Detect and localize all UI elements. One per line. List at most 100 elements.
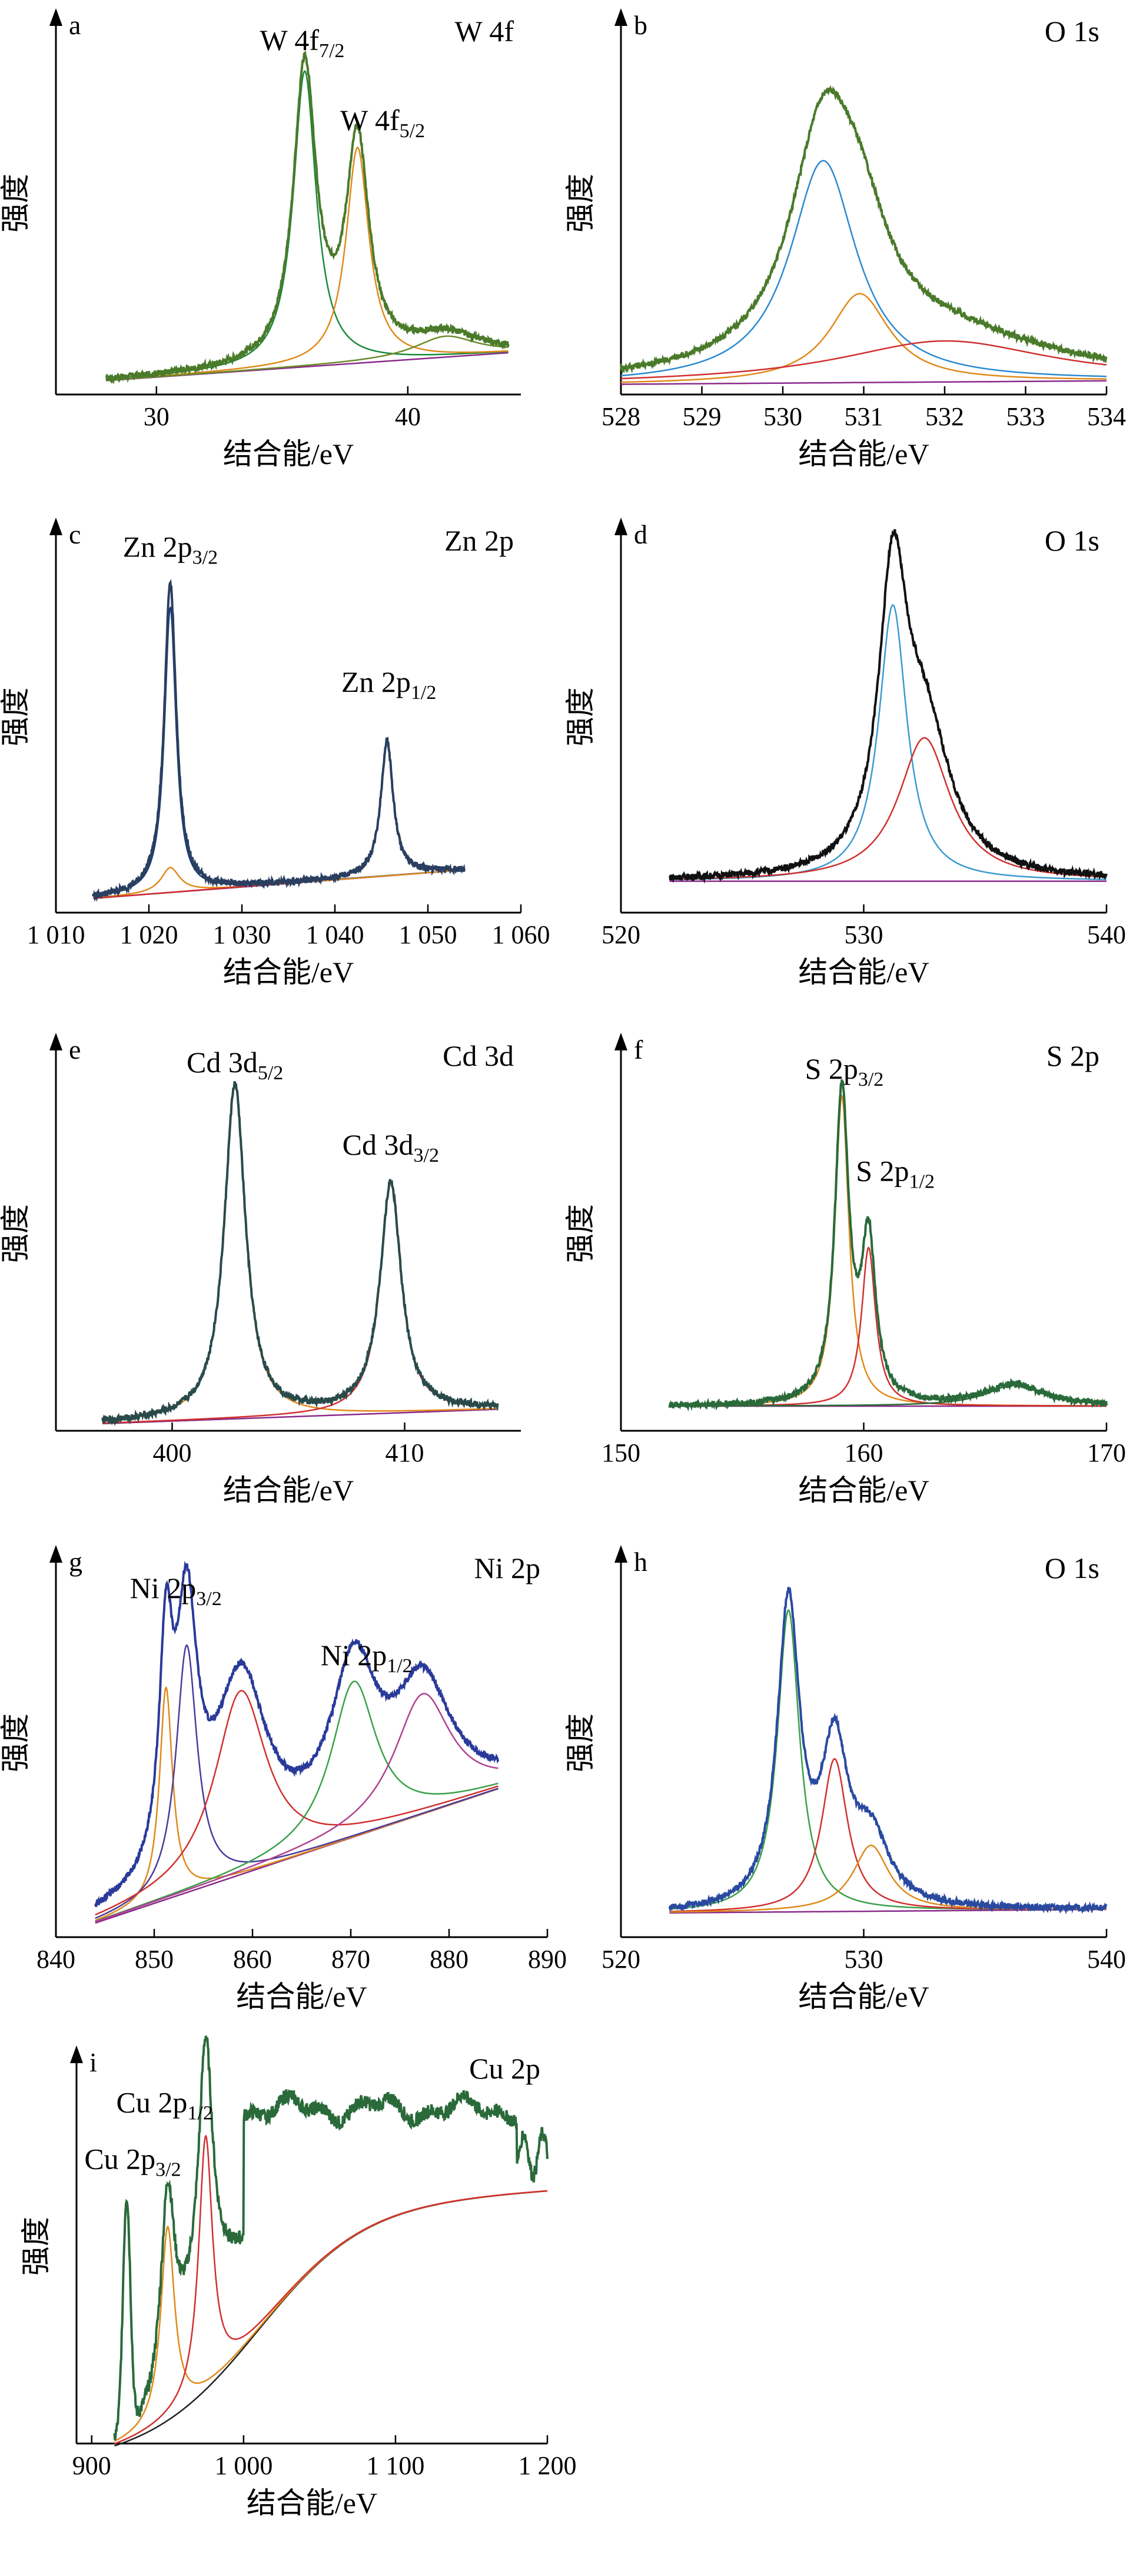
- x-tick-label: 1 020: [120, 920, 178, 949]
- peak-label: Ni 2p1/2: [321, 1639, 413, 1677]
- x-tick-label: 530: [845, 920, 883, 949]
- fit-component-1: [114, 2190, 547, 2442]
- x-tick-label: 1 060: [492, 920, 550, 949]
- panel-letter: e: [69, 1035, 81, 1065]
- y-axis-label: 强度: [0, 1204, 32, 1263]
- x-tick-label: 850: [135, 1945, 174, 1974]
- y-axis-arrow-icon: [614, 1033, 627, 1050]
- x-tick-label: 40: [395, 402, 421, 431]
- fit-component-1: [102, 1084, 498, 1421]
- y-axis-arrow-icon: [614, 8, 627, 26]
- background-line: [114, 2190, 548, 2447]
- peak-label: Zn 2p1/2: [341, 665, 437, 704]
- y-axis-arrow-icon: [49, 1545, 62, 1563]
- x-tick-label: 529: [683, 402, 722, 431]
- panel-f: 150 160 170 f S 2p 结合能/eV 强度 S 2p3/2 S 2p1/2: [564, 1033, 1126, 1507]
- x-tick-label: 860: [233, 1945, 272, 1974]
- x-tick-label: 528: [602, 402, 640, 431]
- x-tick-label: 520: [602, 920, 640, 949]
- peak-label: W 4f5/2: [340, 104, 425, 142]
- x-axis-label: 结合能/eV: [798, 1474, 929, 1507]
- x-tick-label: 870: [331, 1945, 370, 1974]
- peak-label: S 2p3/2: [805, 1052, 884, 1090]
- panel-letter: i: [89, 2047, 97, 2077]
- panel-a: 30 40 a W 4f 结合能/eV 强度 W 4f7/2 W 4f5/2: [0, 8, 521, 470]
- fit-component-2: [102, 1183, 498, 1424]
- x-axis-label: 结合能/eV: [247, 2487, 377, 2519]
- panel-letter: c: [69, 519, 81, 549]
- panel-d: 520 530 540 d O 1s 结合能/eV 强度: [564, 518, 1126, 989]
- fit-component-1: [620, 160, 1107, 377]
- x-tick-label: 530: [763, 402, 802, 431]
- peak-label: Cd 3d3/2: [343, 1128, 439, 1166]
- y-axis-label: 强度: [564, 1713, 597, 1772]
- spectrum-envelope: [113, 2035, 549, 2441]
- panel-h: 520 530 540 h O 1s 结合能/eV 强度: [564, 1545, 1126, 2013]
- panel-title: Ni 2p: [474, 1551, 541, 1584]
- x-tick-label: 410: [386, 1438, 424, 1467]
- x-tick-label: 1 000: [214, 2451, 273, 2480]
- panel-b: 528 529 530 531 532 533 534 b O 1s 结合能/eV 强度: [564, 8, 1126, 470]
- fit-component-5: [95, 1693, 499, 1922]
- fit-component-3: [95, 1690, 499, 1916]
- x-axis-label: 结合能/eV: [223, 1474, 354, 1507]
- y-axis-arrow-icon: [49, 1033, 62, 1050]
- fit-component-2: [669, 1246, 1107, 1407]
- x-tick-label: 840: [36, 1945, 75, 1974]
- fit-component-2: [106, 147, 509, 381]
- fit-component-1: [93, 606, 466, 897]
- spectrum-envelope: [668, 1587, 1108, 1915]
- panel-letter: b: [634, 10, 647, 40]
- x-tick-label: 530: [845, 1945, 883, 1974]
- y-axis-arrow-icon: [49, 518, 62, 535]
- spectrum-envelope: [92, 579, 466, 902]
- fit-component-3: [106, 335, 509, 382]
- panel-g: 840 850 860 870 880 890 g Ni 2p 结合能/eV 强度 Ni 2p3/2…: [0, 1545, 567, 2013]
- fit-component-1: [669, 604, 1107, 881]
- spectrum-envelope: [620, 85, 1108, 375]
- x-tick-label: 1 030: [213, 920, 271, 949]
- y-axis-label: 强度: [564, 174, 597, 233]
- spectrum-envelope: [105, 51, 510, 385]
- x-tick-label: 1 010: [27, 920, 85, 949]
- x-tick-label: 540: [1087, 920, 1126, 949]
- panel-title: Cd 3d: [443, 1039, 514, 1072]
- x-tick-label: 533: [1006, 402, 1045, 431]
- x-tick-label: 531: [845, 402, 883, 431]
- y-axis-arrow-icon: [49, 8, 62, 26]
- y-axis-label: 强度: [0, 174, 32, 233]
- x-tick-label: 160: [845, 1438, 883, 1467]
- x-tick-label: 1 100: [366, 2451, 424, 2480]
- x-axis-label: 结合能/eV: [223, 437, 354, 470]
- panel-title: O 1s: [1045, 524, 1099, 557]
- background-line: [102, 1408, 498, 1425]
- panel-title: O 1s: [1045, 1551, 1099, 1584]
- x-tick-label: 540: [1087, 1945, 1126, 1974]
- y-axis-label: 强度: [564, 688, 597, 747]
- fit-component-4: [95, 1680, 499, 1922]
- spectrum-envelope: [94, 1560, 500, 1907]
- x-tick-label: 880: [430, 1945, 469, 1974]
- y-axis-arrow-icon: [70, 2045, 83, 2063]
- peak-label: W 4f7/2: [260, 24, 345, 62]
- y-axis-label: 强度: [564, 1204, 597, 1263]
- x-tick-label: 30: [144, 402, 170, 431]
- y-axis-arrow-icon: [614, 518, 627, 535]
- x-axis-label: 结合能/eV: [223, 956, 354, 989]
- spectrum-envelope: [101, 1081, 499, 1427]
- spectrum-envelope: [669, 529, 1108, 884]
- peak-label: S 2p1/2: [856, 1154, 935, 1192]
- x-tick-label: 1 200: [519, 2451, 577, 2480]
- peak-label: Cu 2p3/2: [84, 2142, 181, 2180]
- x-tick-label: 1 050: [399, 920, 457, 949]
- background-line: [621, 380, 1107, 385]
- panel-title: Zn 2p: [444, 524, 514, 557]
- x-axis-label: 结合能/eV: [798, 1980, 929, 2013]
- peak-label: Zn 2p3/2: [123, 530, 218, 568]
- y-axis-label: 强度: [0, 688, 32, 747]
- peak-label: Cu 2p1/2: [117, 2086, 213, 2124]
- spectrum-envelope: [668, 1079, 1108, 1412]
- x-tick-label: 1 040: [306, 920, 364, 949]
